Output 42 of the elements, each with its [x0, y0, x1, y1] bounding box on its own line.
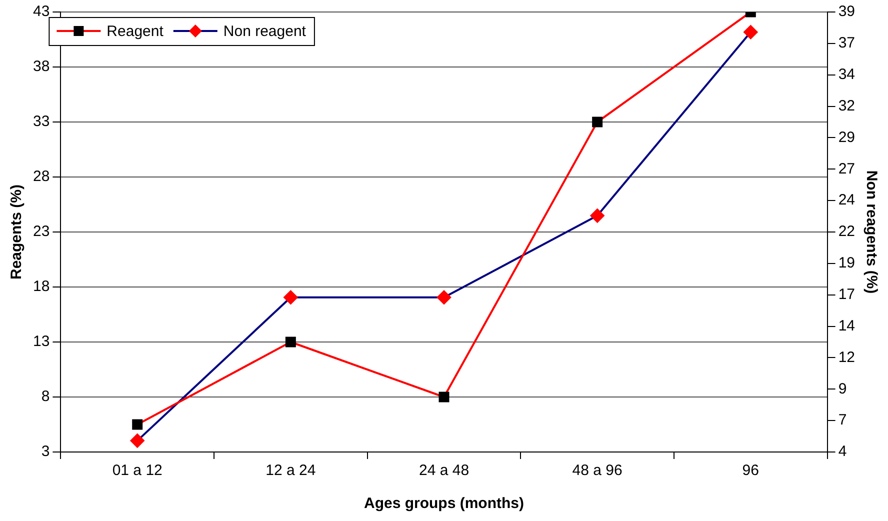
- x-tick-label: 01 a 12: [112, 462, 162, 480]
- y2-tick-label: 7: [838, 412, 847, 429]
- y2-tick-label: 29: [838, 128, 856, 146]
- y-tick-label: 28: [32, 168, 50, 186]
- point: [438, 392, 450, 402]
- y-tick-label: 43: [32, 3, 50, 20]
- x-tick-label: 48 a 96: [572, 462, 622, 480]
- y-tick-label: 33: [32, 113, 50, 130]
- x-tick-label: 24 a 48: [418, 462, 470, 480]
- y2-tick-label: 4: [838, 443, 847, 460]
- y2-axis-title: Non reagents (%): [862, 170, 880, 294]
- y2-tick-label: 34: [838, 66, 856, 83]
- x-tick-label: 96: [742, 462, 759, 480]
- y-axis-title: Reagents (%): [8, 184, 26, 280]
- y-tick-label: 8: [41, 388, 50, 406]
- legend-label: Reagent: [106, 23, 164, 40]
- y2-tick-label: 22: [838, 223, 856, 240]
- x-tick-label: 12 a 24: [266, 462, 316, 480]
- y2-tick-label: 14: [838, 317, 856, 334]
- y2-tick-label: 27: [838, 160, 856, 178]
- legend-label: Non reagent: [223, 23, 307, 40]
- y-tick-label: 18: [32, 278, 50, 296]
- y2-tick-label: 12: [838, 348, 856, 366]
- x-axis-title: Ages groups (months): [364, 495, 524, 512]
- point: [132, 419, 143, 430]
- y2-tick-label: 37: [838, 34, 856, 52]
- point: [130, 434, 144, 448]
- y2-tick-label: 39: [838, 3, 856, 20]
- y-tick-label: 38: [32, 58, 50, 76]
- y2-tick-label: 9: [838, 380, 847, 398]
- point: [744, 25, 758, 40]
- y-tick-label: 23: [32, 223, 50, 240]
- point: [284, 290, 298, 304]
- point: [285, 336, 296, 348]
- point: [590, 208, 604, 223]
- y-tick-label: 3: [41, 443, 50, 460]
- y2-tick-label: 17: [838, 286, 856, 303]
- y-tick-label: 13: [32, 333, 50, 350]
- y2-tick-label: 19: [838, 254, 856, 272]
- y2-tick-label: 24: [838, 192, 856, 209]
- y2-tick-label: 32: [838, 97, 856, 114]
- point: [437, 290, 451, 304]
